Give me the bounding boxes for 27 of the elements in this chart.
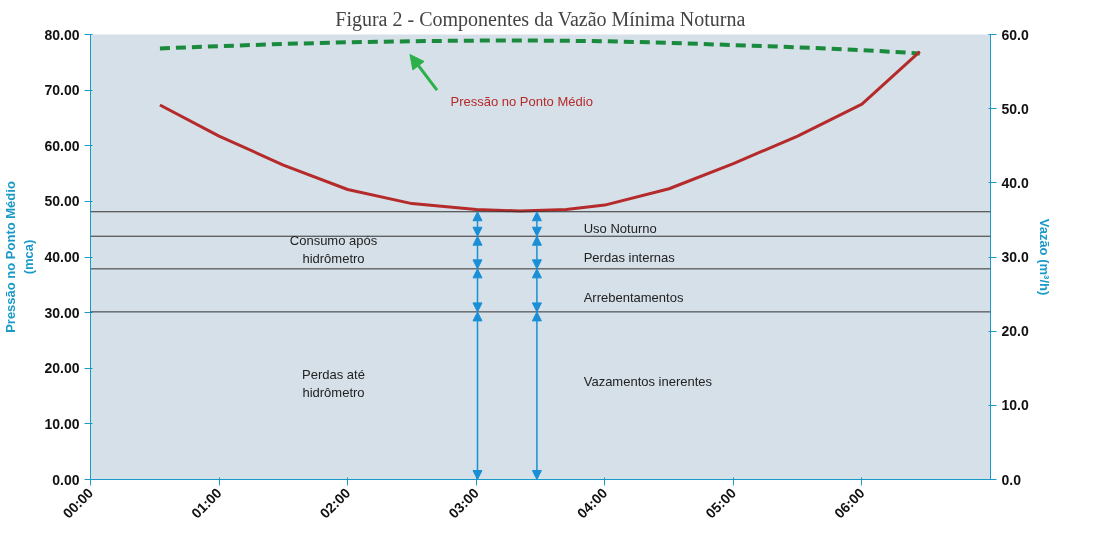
y-tick-label: 40.00 xyxy=(44,249,80,265)
y2-tick-label: 30.0 xyxy=(1001,249,1029,265)
annotation: Uso Noturno xyxy=(583,220,657,236)
annotation: Consumo após hidrômetro xyxy=(289,233,378,267)
y-axis-title: Pressão no Ponto Médio (mca) xyxy=(3,181,37,333)
annotation: Arrebentamentos xyxy=(583,289,684,305)
line-series xyxy=(157,38,922,56)
y-tick-label: 20.00 xyxy=(44,360,80,377)
y2-tick-label: 40.0 xyxy=(1001,174,1029,191)
y-tick-label: 10.00 xyxy=(44,415,80,432)
annotation: Perdas até hidrômetro xyxy=(302,366,365,400)
annotation: Pressão no Ponto Médio xyxy=(450,93,593,109)
y-tick-label: 60.00 xyxy=(44,137,80,154)
annotation: Perdas internas xyxy=(583,249,676,265)
y-tick-label: 30.00 xyxy=(44,304,80,321)
y2-tick-label: 10.0 xyxy=(1001,397,1029,414)
annotation: Vazamentos inerentes xyxy=(583,374,713,390)
y-tick-label: 50.00 xyxy=(44,193,80,210)
y2-tick-label: 0.0 xyxy=(1001,471,1022,488)
chart-title: Figura 2 - Componentes da Vazão Mínima Noturna xyxy=(335,7,746,31)
y-tick-label: 70.00 xyxy=(44,82,80,99)
y2-tick-label: 50.0 xyxy=(1001,100,1029,117)
y2-tick-label: 20.0 xyxy=(1001,323,1029,340)
y-tick-label: 80.00 xyxy=(44,26,80,43)
y-tick-label: 0.00 xyxy=(52,471,80,488)
y2-axis-title: Vazão (m³/h) xyxy=(1036,218,1052,296)
y2-tick-label: 60.0 xyxy=(1001,26,1029,43)
